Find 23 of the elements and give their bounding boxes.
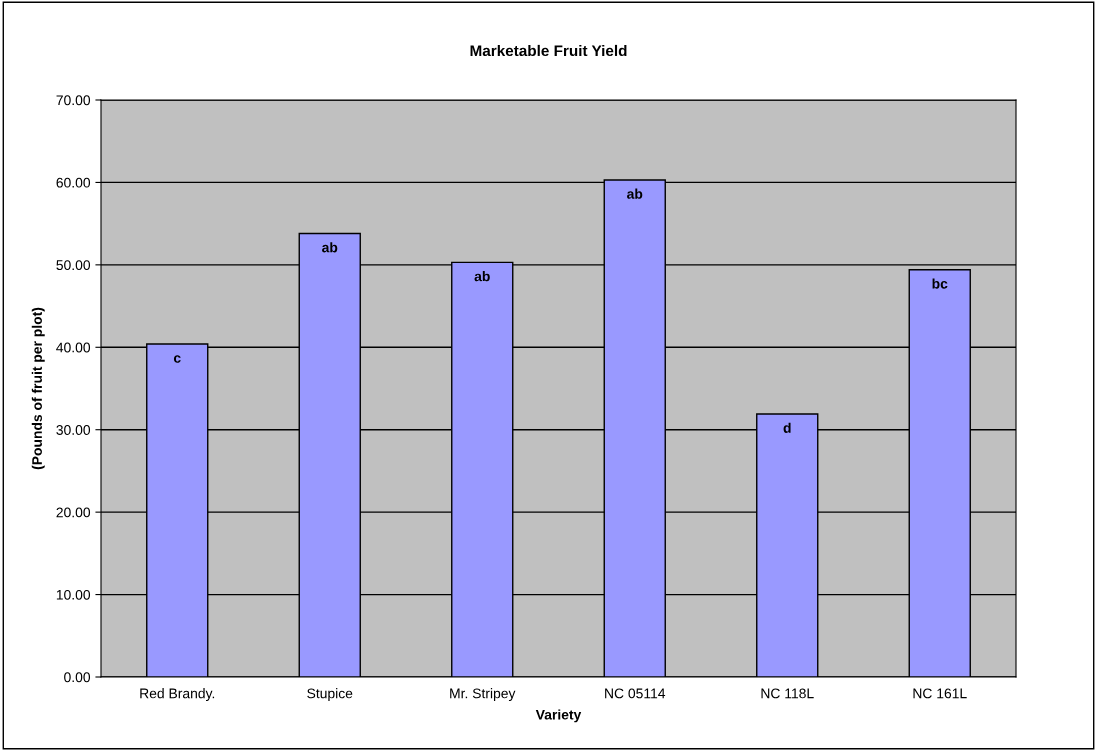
data-label: ab — [322, 242, 338, 253]
data-label: ab — [474, 271, 490, 282]
y-tick-label: 20.00 — [56, 507, 91, 518]
data-label: bc — [932, 278, 948, 289]
y-tick-label: 70.00 — [56, 95, 91, 106]
x-tick-label: Mr. Stripey — [450, 688, 516, 702]
y-tick-label: 0.00 — [64, 672, 91, 683]
x-tick-label: NC 05114 — [605, 688, 666, 699]
y-tick-label: 30.00 — [56, 425, 91, 435]
y-tick-label: 40.00 — [56, 342, 91, 353]
x-tick-label: Red Brandy. — [140, 688, 215, 702]
x-tick-label: NC 118L — [761, 688, 814, 699]
y-tick-label: 10.00 — [56, 589, 91, 600]
x-tick-label: Stupice — [307, 688, 353, 702]
data-label: c — [173, 355, 181, 363]
y-tick-label: 60.00 — [56, 177, 91, 188]
y-tick-label: 50.00 — [56, 260, 91, 271]
y-axis-title: (Pounds of fruit per plot) — [31, 307, 45, 470]
x-axis-title: Variety — [535, 709, 582, 723]
data-label: ab — [627, 188, 643, 199]
data-label: d — [783, 422, 791, 433]
x-tick-label: NC 161L — [913, 688, 967, 699]
chart-title: Marketable Fruit Yield — [470, 44, 627, 57]
